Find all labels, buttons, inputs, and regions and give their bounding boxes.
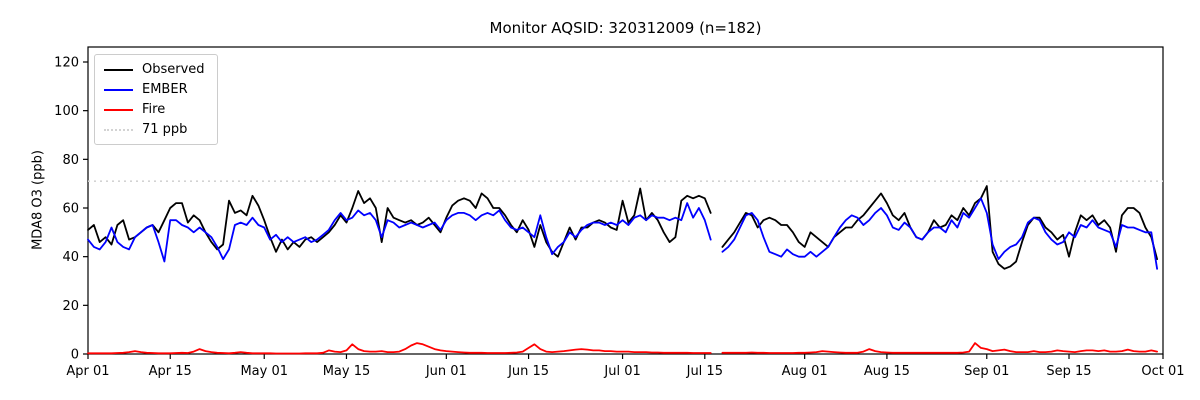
x-tick-label: Jun 01 xyxy=(425,364,467,379)
x-tick-label: Aug 01 xyxy=(782,364,828,379)
threshold-line-sample xyxy=(104,128,133,131)
y-tick-label: 0 xyxy=(71,348,79,363)
x-tick-label: Jun 15 xyxy=(507,364,549,379)
x-tick-label: Sep 01 xyxy=(964,364,1009,379)
chart-title: Monitor AQSID: 320312009 (n=182) xyxy=(489,19,762,37)
plot-area xyxy=(87,46,1164,355)
fire-line xyxy=(87,342,1158,355)
y-tick-label: 20 xyxy=(62,299,79,314)
legend: Observed EMBER Fire 71 ppb xyxy=(94,54,218,145)
legend-label-fire: Fire xyxy=(142,102,166,117)
x-tick-label: May 01 xyxy=(240,364,288,379)
x-tick-label: Jul 15 xyxy=(686,364,723,379)
legend-item-threshold: 71 ppb xyxy=(104,122,205,137)
x-tick-label: Oct 01 xyxy=(1141,364,1184,379)
legend-label-threshold: 71 ppb xyxy=(142,122,188,137)
legend-label-ember: EMBER xyxy=(142,82,188,97)
ember-line-sample xyxy=(104,88,133,91)
x-tick-label: Aug 15 xyxy=(864,364,910,379)
legend-label-observed: Observed xyxy=(142,62,205,77)
x-tick-label: Jul 01 xyxy=(603,364,640,379)
observed-line-sample xyxy=(104,68,133,71)
legend-item-observed: Observed xyxy=(104,62,205,77)
x-tick-label: Apr 15 xyxy=(149,364,192,379)
y-tick-label: 100 xyxy=(54,104,79,119)
ember-line xyxy=(87,197,1158,270)
y-tick-label: 120 xyxy=(54,56,79,71)
y-axis-label: MDA8 O3 (ppb) xyxy=(30,150,46,250)
legend-item-ember: EMBER xyxy=(104,82,205,97)
legend-item-fire: Fire xyxy=(104,102,205,117)
x-tick-label: May 15 xyxy=(323,364,371,379)
x-tick-label: Sep 15 xyxy=(1046,364,1091,379)
y-tick-label: 60 xyxy=(62,202,79,217)
fire-line-sample xyxy=(104,108,133,111)
y-tick-label: 80 xyxy=(62,153,79,168)
x-tick-label: Apr 01 xyxy=(66,364,109,379)
y-tick-label: 40 xyxy=(62,250,79,265)
